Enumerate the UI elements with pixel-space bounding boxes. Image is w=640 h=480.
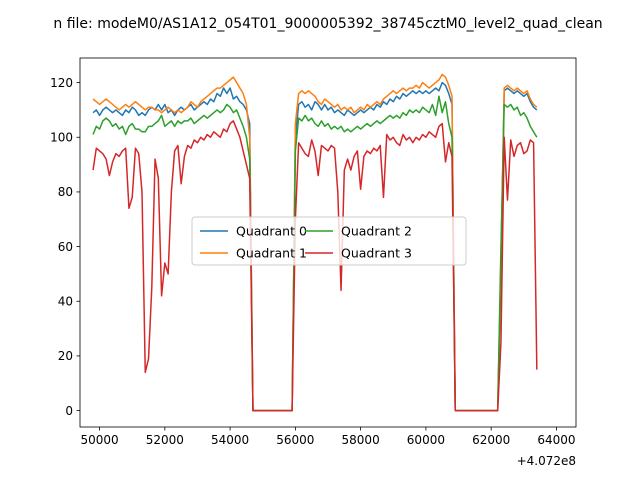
x-axis-offset-label: +4.072e8 xyxy=(517,454,576,468)
x-axis: 50000 52000 54000 56000 58000 60000 62000 64000 xyxy=(80,427,576,447)
y-tick-label: 80 xyxy=(58,185,73,199)
y-tick-label: 60 xyxy=(58,240,73,254)
plot-area-frame xyxy=(79,57,577,428)
legend-label-quadrant-1: Quadrant 1 xyxy=(236,246,307,261)
x-tick-label: 60000 xyxy=(407,433,445,447)
y-tick-label: 0 xyxy=(65,404,73,418)
x-tick-label: 54000 xyxy=(211,433,249,447)
x-tick-label: 50000 xyxy=(80,433,118,447)
y-tick-label: 20 xyxy=(58,349,73,363)
legend-label-quadrant-3: Quadrant 3 xyxy=(341,246,412,261)
y-axis: 0 20 40 60 80 100 120 xyxy=(50,76,80,418)
series-line-quadrant-1 xyxy=(92,73,538,412)
series-layer xyxy=(92,73,538,412)
y-tick-label: 40 xyxy=(58,295,73,309)
y-tick-label: 120 xyxy=(50,76,73,90)
x-tick-label: 58000 xyxy=(342,433,380,447)
series-line-quadrant-3 xyxy=(92,120,538,412)
legend-frame xyxy=(191,216,467,266)
chart-title: n file: modeM0/AS1A12_054T01_9000005392_… xyxy=(53,16,602,32)
x-tick-label: 56000 xyxy=(276,433,314,447)
legend-label-quadrant-0: Quadrant 0 xyxy=(236,224,307,239)
x-tick-label: 52000 xyxy=(146,433,184,447)
series-line-quadrant-2 xyxy=(92,95,538,412)
legend-label-quadrant-2: Quadrant 2 xyxy=(341,224,412,239)
x-tick-label: 64000 xyxy=(537,433,575,447)
x-tick-label: 62000 xyxy=(472,433,510,447)
legend: Quadrant 0 Quadrant 1 Quadrant 2 Quadrant 3 xyxy=(191,216,467,266)
y-tick-label: 100 xyxy=(50,131,73,145)
